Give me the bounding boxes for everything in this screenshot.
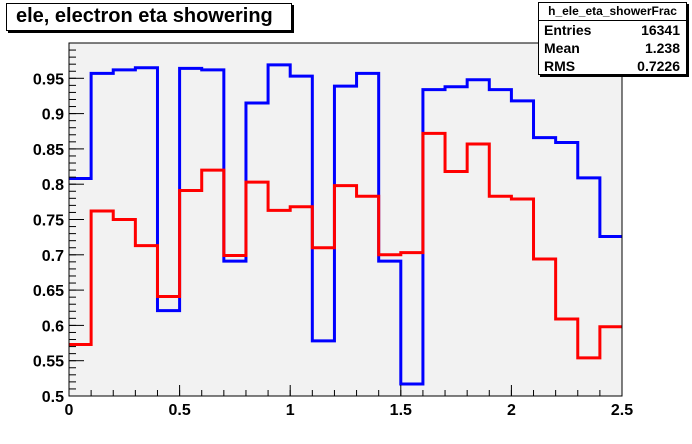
x-tick-label-3: 1.5 [390, 402, 412, 419]
stats-row-entries: Entries 16341 [539, 21, 686, 39]
y-tick-label-7: 0.85 [33, 142, 64, 159]
y-tick-label-2: 0.6 [42, 318, 64, 335]
x-tick-label-2: 1 [286, 402, 295, 419]
series-line-1 [69, 131, 622, 360]
stats-rms-label: RMS [544, 58, 576, 74]
chart-title: ele, electron eta showering [16, 5, 273, 27]
stats-entries-value: 16341 [641, 22, 680, 38]
plot-frame-background [69, 43, 622, 396]
y-tick-label-8: 0.9 [42, 107, 64, 124]
y-tick-label-3: 0.65 [33, 283, 64, 300]
y-tick-label-0: 0.5 [42, 389, 64, 406]
title-box: ele, electron eta showering [6, 3, 292, 31]
y-tick-label-1: 0.55 [33, 354, 64, 371]
y-tick-label-4: 0.7 [42, 248, 64, 265]
stats-row-mean: Mean 1.238 [539, 39, 686, 57]
series-line-0 [69, 63, 622, 386]
y-tick-label-6: 0.8 [42, 177, 64, 194]
x-tick-label-4: 2 [507, 402, 516, 419]
x-tick-label-5: 2.5 [611, 402, 633, 419]
x-tick-label-1: 0.5 [168, 402, 190, 419]
stats-entries-label: Entries [544, 22, 592, 38]
y-tick-label-9: 0.95 [33, 71, 64, 88]
stats-histogram-name: h_ele_eta_showerFrac [539, 3, 686, 21]
y-tick-label-5: 0.75 [33, 213, 64, 230]
stats-row-rms: RMS 0.7226 [539, 57, 686, 75]
stats-mean-label: Mean [544, 40, 580, 56]
stats-mean-value: 1.238 [644, 40, 680, 56]
stats-rms-value: 0.7226 [637, 58, 680, 74]
x-tick-label-0: 0 [65, 402, 74, 419]
statistics-box: h_ele_eta_showerFrac Entries 16341 Mean … [538, 2, 687, 75]
